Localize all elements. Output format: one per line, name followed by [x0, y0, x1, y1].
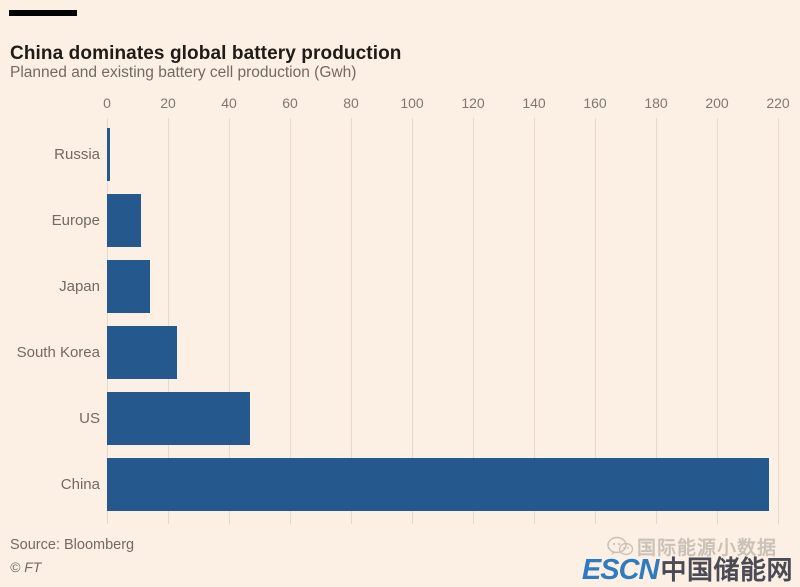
x-tick-label-160: 160 [583, 95, 607, 111]
escn-watermark: ESCN 中国储能网 [582, 550, 793, 587]
category-label-south-korea: South Korea [16, 344, 100, 361]
x-tick-label-40: 40 [221, 95, 237, 111]
gridline-120 [473, 118, 474, 524]
x-tick-label-180: 180 [644, 95, 668, 111]
wechat-icon [607, 536, 633, 558]
category-label-japan: Japan [59, 278, 100, 295]
source-note: Source: Bloomberg [10, 537, 135, 553]
x-tick-label-140: 140 [522, 95, 546, 111]
x-tick-label-60: 60 [282, 95, 298, 111]
gridline-160 [595, 118, 596, 524]
x-tick-label-220: 220 [766, 95, 790, 111]
category-label-china: China [60, 476, 100, 493]
chart-subtitle: Planned and existing battery cell produc… [10, 64, 357, 81]
wechat-watermark: 国际能源小数据 [607, 533, 777, 560]
gridline-200 [717, 118, 718, 524]
category-label-russia: Russia [54, 146, 100, 163]
x-tick-label-200: 200 [705, 95, 729, 111]
gridline-20 [168, 118, 169, 524]
x-tick-label-0: 0 [103, 95, 111, 111]
gridline-140 [534, 118, 535, 524]
escn-chinese-name: 中国储能网 [660, 555, 793, 585]
gridline-40 [229, 118, 230, 524]
bar-us [107, 392, 251, 445]
gridline-0 [107, 118, 108, 524]
bar-south-korea [107, 326, 178, 379]
escn-logo-text: ESCN [581, 554, 660, 586]
gridline-80 [351, 118, 352, 524]
bar-russia [107, 128, 111, 181]
gridline-60 [290, 118, 291, 524]
category-label-europe: Europe [51, 212, 100, 229]
chart-title: China dominates global battery productio… [10, 42, 402, 64]
x-tick-label-80: 80 [343, 95, 359, 111]
x-tick-label-100: 100 [400, 95, 424, 111]
gridline-220 [778, 118, 779, 524]
bar-china [107, 458, 769, 511]
bar-japan [107, 260, 150, 313]
ft-top-rule [9, 10, 77, 16]
gridline-100 [412, 118, 413, 524]
ft-copyright: © FT [10, 559, 42, 575]
x-tick-label-120: 120 [461, 95, 485, 111]
category-label-us: US [79, 410, 100, 427]
bar-europe [107, 194, 141, 247]
wechat-watermark-label: 国际能源小数据 [636, 538, 777, 559]
x-tick-label-20: 20 [160, 95, 176, 111]
gridline-180 [656, 118, 657, 524]
